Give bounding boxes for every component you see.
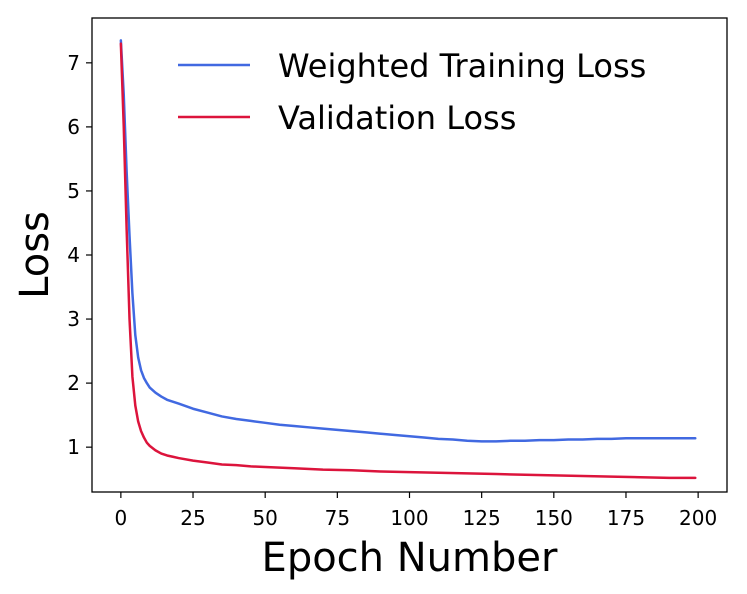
y-tick-label: 2 <box>67 371 80 395</box>
y-tick-label: 5 <box>67 179 80 203</box>
series-layer <box>119 39 697 480</box>
y-tick-label: 4 <box>67 243 80 267</box>
tick-layer: 0 25 50 75 100 125 150 175 200 1 2 3 4 5 6 7 <box>67 51 717 530</box>
legend-label-validation-loss: Validation Loss <box>278 99 516 137</box>
validation-loss-line <box>119 42 697 480</box>
y-tick-label: 7 <box>67 51 80 75</box>
x-tick-label: 100 <box>390 506 428 530</box>
plot-frame <box>91 17 728 493</box>
y-tick-label: 3 <box>67 307 80 331</box>
y-tick-label: 6 <box>67 115 80 139</box>
y-tick-label: 1 <box>67 435 80 459</box>
x-tick-label: 50 <box>252 506 277 530</box>
x-axis-label: Epoch Number <box>262 535 558 581</box>
x-tick-label: 175 <box>607 506 645 530</box>
x-tick-label: 125 <box>463 506 501 530</box>
legend: Weighted Training Loss Validation Loss <box>178 47 646 137</box>
x-tick-label: 200 <box>679 506 717 530</box>
x-tick-label: 0 <box>114 506 127 530</box>
x-tick-label: 75 <box>325 506 350 530</box>
y-axis-label: Loss <box>12 211 58 299</box>
weighted-training-loss-line <box>119 39 697 443</box>
x-tick-label: 25 <box>180 506 205 530</box>
legend-label-weighted-training-loss: Weighted Training Loss <box>278 47 646 85</box>
x-tick-label: 150 <box>535 506 573 530</box>
